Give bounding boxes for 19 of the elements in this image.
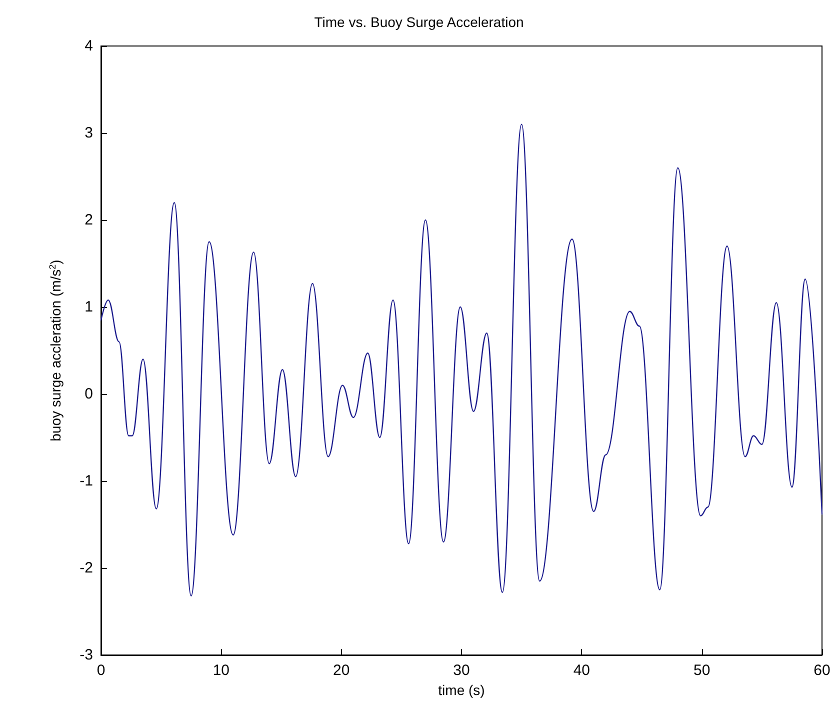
chart-title: Time vs. Buoy Surge Acceleration — [314, 14, 524, 30]
x-tick-label: 60 — [814, 662, 830, 679]
x-tick-label: 30 — [453, 662, 470, 679]
y-tick-label: -3 — [80, 646, 93, 664]
y-tick-label: 3 — [84, 124, 93, 142]
y-tick-label: 0 — [84, 386, 93, 402]
x-tick-label: 20 — [332, 662, 350, 679]
x-axis-title: time (s) — [438, 682, 485, 698]
x-tick-label: 40 — [573, 662, 590, 679]
y-tick-label: 2 — [84, 212, 93, 228]
y-tick-label: -1 — [80, 472, 93, 490]
line-series — [100, 124, 823, 596]
y-tick-label: 4 — [84, 38, 93, 54]
y-tick-label: 1 — [84, 298, 93, 316]
y-axis-title: buoy surge accleration (m/s2) — [48, 260, 64, 442]
y-tick-label: -2 — [80, 560, 93, 576]
x-tick-label: 0 — [96, 662, 106, 679]
x-tick-label: 10 — [212, 662, 230, 679]
x-tick-label: 50 — [693, 662, 710, 679]
